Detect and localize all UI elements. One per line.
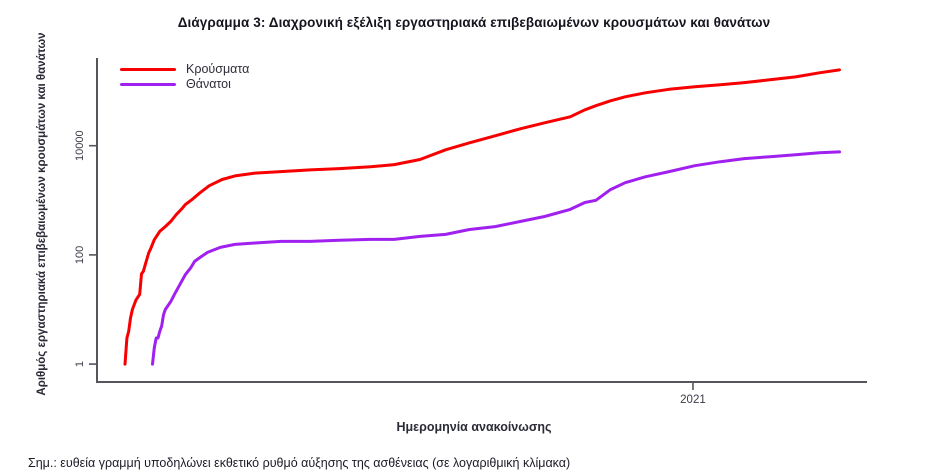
- legend-label-deaths: Θάνατοι: [186, 77, 231, 91]
- axis-lines: [96, 58, 867, 383]
- y-tick-label: 1: [74, 361, 86, 367]
- legend-label-cases: Κρούσματα: [186, 62, 250, 76]
- x-tick-label: 2021: [680, 394, 706, 406]
- cases-line: [123, 68, 841, 366]
- legend-item-deaths: Θάνατοι: [120, 77, 249, 91]
- footnote: Σημ.: ευθεία γραμμή υποδηλώνει εκθετικό …: [28, 456, 571, 470]
- x-axis-title: Ημερομηνία ανακοίνωσης: [396, 420, 552, 434]
- figure-title: Διάγραμμα 3: Διαχρονική εξέλιξη εργαστηρ…: [177, 15, 771, 30]
- chart-legend: Κρούσματα Θάνατοι: [120, 62, 250, 91]
- y-tick-label: 10000: [74, 130, 86, 161]
- y-tick-label: 100: [74, 246, 86, 264]
- cases-line-swatch: [120, 68, 176, 71]
- deaths-line-swatch: [120, 83, 176, 86]
- legend-item-cases: Κρούσματα: [120, 62, 250, 76]
- y-axis-title: Αριθμός εργαστηριακά επιβεβαιωμένων κρου…: [36, 32, 48, 396]
- deaths-line: [151, 150, 841, 366]
